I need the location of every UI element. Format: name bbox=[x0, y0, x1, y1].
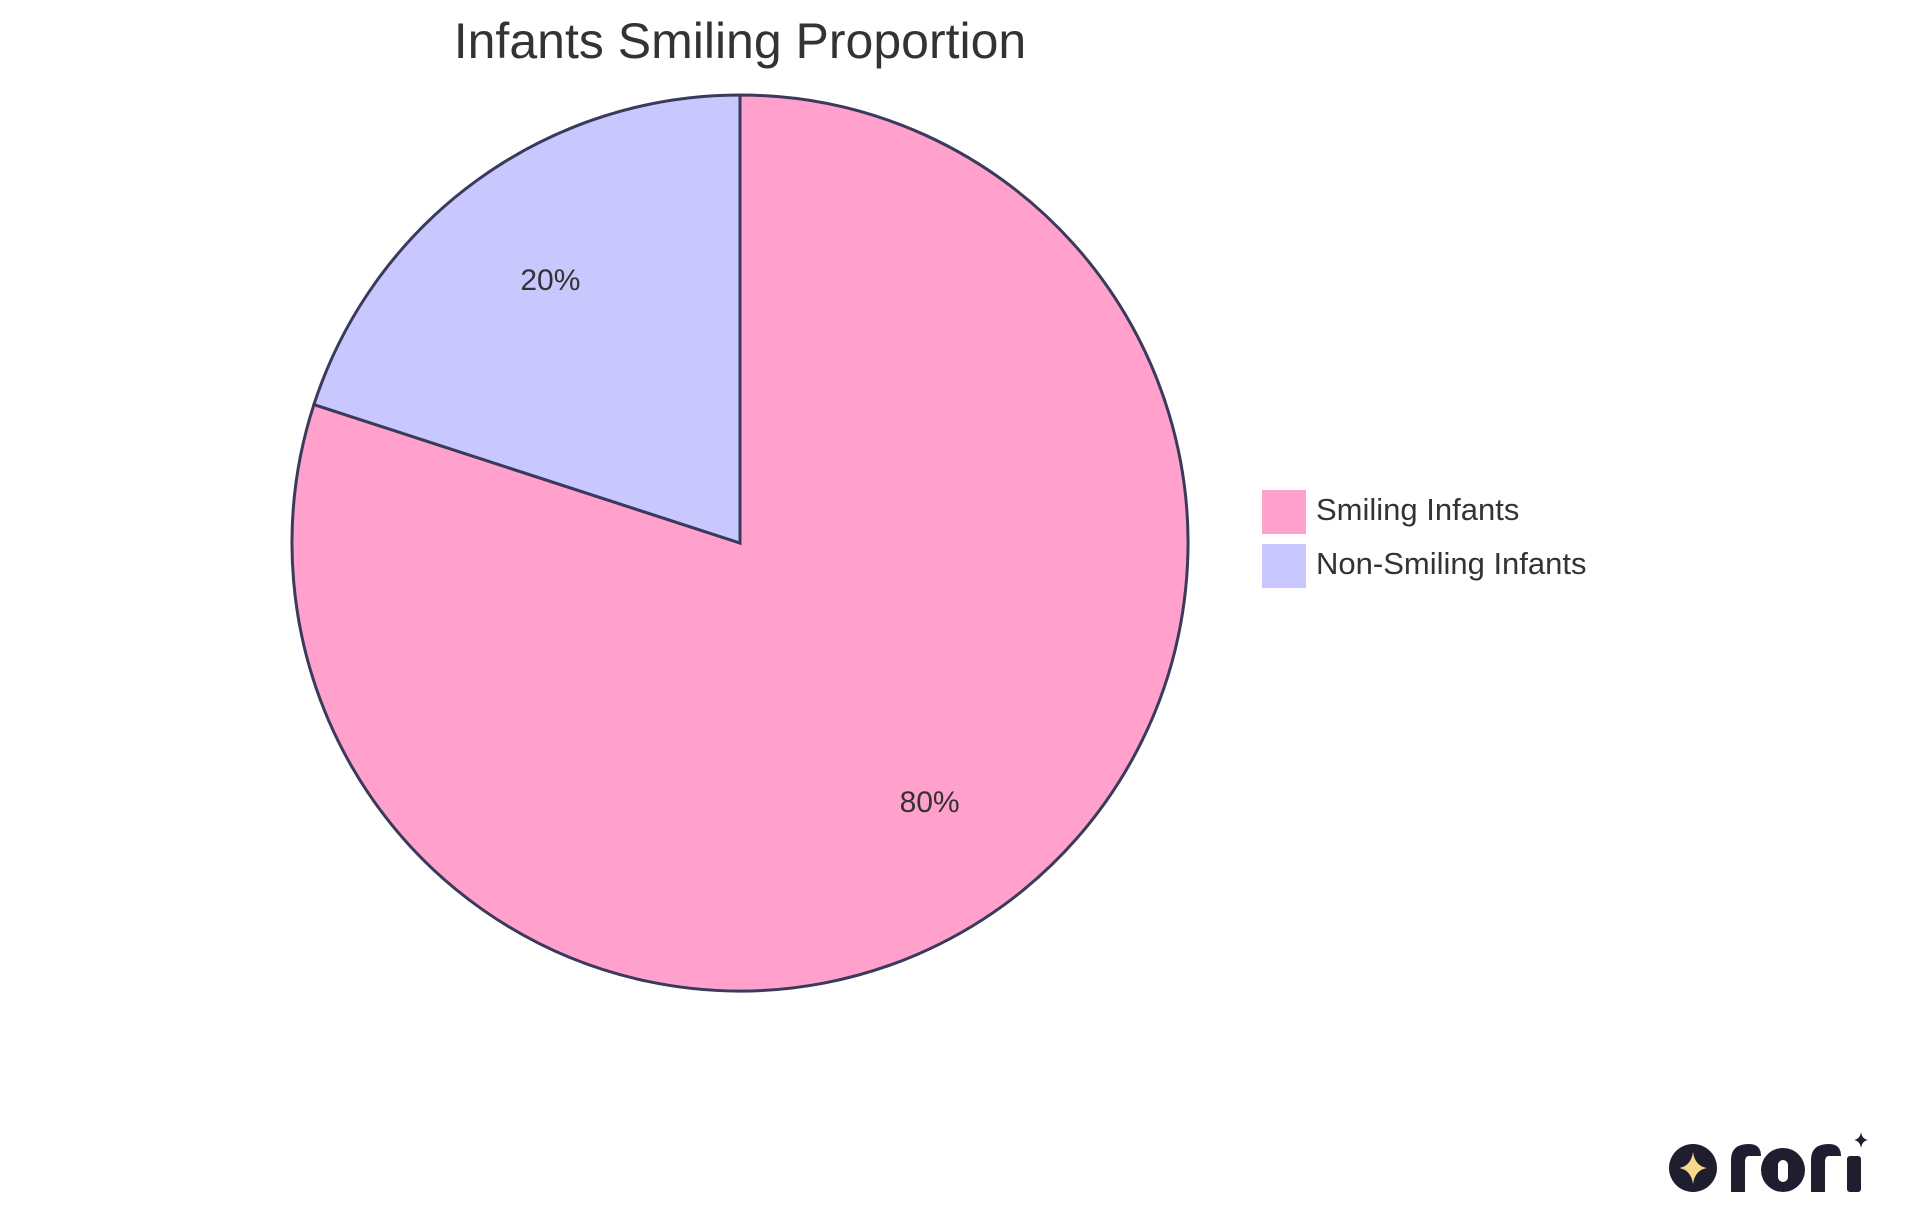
legend-label: Non-Smiling Infants bbox=[1316, 546, 1587, 581]
pie-slices bbox=[290, 93, 1190, 993]
legend-item: Smiling Infants bbox=[1262, 490, 1519, 534]
legend-label: Smiling Infants bbox=[1316, 492, 1519, 527]
legend-swatch bbox=[1262, 544, 1306, 588]
sparkle-icon bbox=[1679, 1152, 1707, 1184]
slice-value-label: 20% bbox=[520, 264, 580, 297]
legend-swatch bbox=[1262, 490, 1306, 534]
pie-slice-labels: 80% 20% bbox=[520, 264, 959, 819]
slice-value-label: 80% bbox=[900, 786, 960, 819]
rori-logo bbox=[1669, 1132, 1868, 1192]
legend-item: Non-Smiling Infants bbox=[1262, 544, 1587, 588]
legend: Smiling Infants Non-Smiling Infants bbox=[1262, 490, 1587, 588]
pie-slice-non-smiling-infants bbox=[312, 93, 742, 546]
chart-title: Infants Smiling Proportion bbox=[454, 13, 1027, 69]
